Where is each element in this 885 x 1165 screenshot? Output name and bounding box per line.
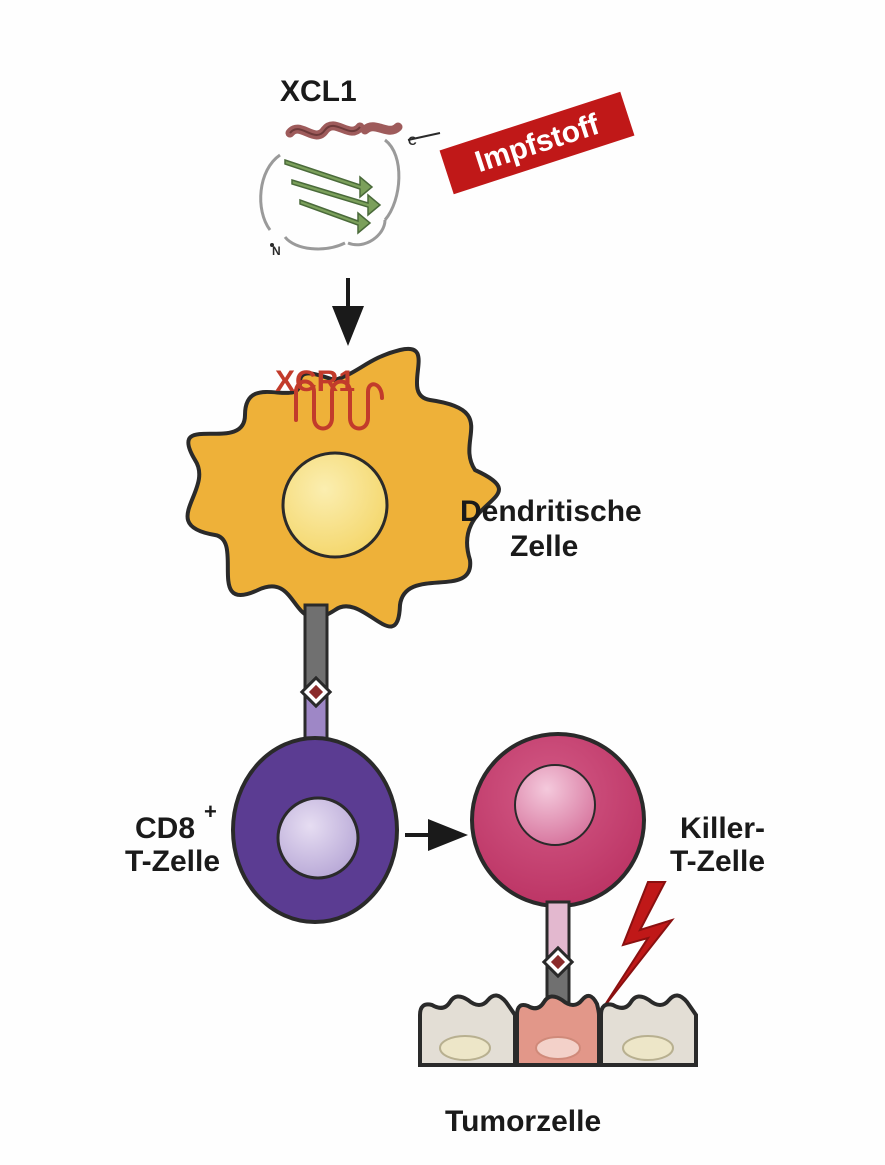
tumor-label: Tumorzelle [445, 1105, 601, 1138]
mhc-connector-top [302, 605, 330, 747]
lightning-icon [603, 882, 672, 1008]
killer-label-2: T-Zelle [670, 845, 765, 878]
impfstoff-box: Impfstoff [440, 92, 635, 194]
xcr1-label: XCR1 [275, 365, 355, 398]
cd8-label: CD8 [135, 812, 195, 845]
diagram-canvas: Impfstoff N C [0, 0, 885, 1165]
xcl1-label: XCL1 [280, 75, 357, 108]
protein-c-terminus: C [408, 134, 417, 148]
dendritic-label-1: Dendritische [460, 495, 642, 528]
mhc-connector-bottom [544, 902, 572, 1008]
tumor-cells [420, 995, 696, 1065]
diagram-svg: Impfstoff N C [0, 0, 885, 1165]
tzelle-left-label: T-Zelle [125, 845, 220, 878]
xcl1-protein-icon: N C [261, 126, 440, 258]
impfstoff-label: Impfstoff [471, 108, 604, 179]
killer-t-cell [472, 734, 644, 906]
killer-label-1: Killer- [680, 812, 765, 845]
cd8-t-cell [233, 738, 397, 922]
dendritic-label-2: Zelle [510, 530, 578, 563]
cd8-superscript: + [204, 800, 217, 824]
